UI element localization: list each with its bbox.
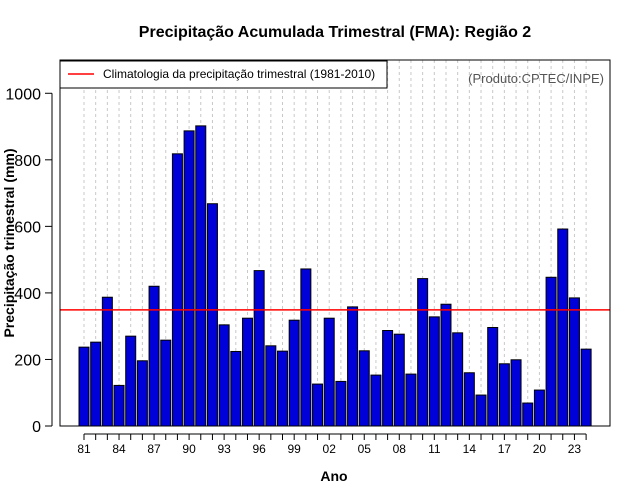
bar-2000 bbox=[300, 268, 312, 427]
bars bbox=[78, 125, 592, 427]
x-tick-label-1981: 81 bbox=[77, 442, 91, 456]
legend-climatology-label: Climatologia da precipitação trimestral … bbox=[103, 67, 375, 81]
bar-2010 bbox=[417, 278, 429, 427]
bar-2003 bbox=[335, 380, 347, 427]
x-tick-label-2011: 11 bbox=[428, 442, 441, 456]
bar-2006 bbox=[370, 374, 382, 427]
bar-1996 bbox=[253, 270, 265, 427]
x-tick-label-1987: 87 bbox=[147, 442, 161, 456]
bar-2014 bbox=[463, 372, 475, 427]
x-tick-label-2017: 17 bbox=[498, 442, 512, 456]
product-credit: (Produto:CPTEC/INPE) bbox=[468, 71, 604, 86]
bar-1988 bbox=[160, 339, 172, 427]
bar-2008 bbox=[393, 333, 405, 427]
bar-1984 bbox=[113, 384, 125, 427]
x-tick-label-2020: 20 bbox=[533, 442, 547, 456]
bar-1986 bbox=[136, 360, 148, 427]
bar-2005 bbox=[358, 350, 370, 427]
bar-1992 bbox=[206, 203, 218, 427]
bar-2016 bbox=[487, 327, 499, 427]
x-axis-title: Ano bbox=[320, 468, 347, 484]
y-tick-label-200: 200 bbox=[14, 352, 41, 369]
x-tick-label-1999: 99 bbox=[288, 442, 302, 456]
y-tick-label-1000: 1000 bbox=[5, 86, 41, 103]
y-tick-label-0: 0 bbox=[32, 419, 41, 436]
bar-2011 bbox=[428, 316, 440, 427]
bar-1987 bbox=[148, 285, 160, 427]
bar-2007 bbox=[382, 330, 394, 427]
bar-1985 bbox=[125, 335, 137, 427]
bar-2019 bbox=[522, 402, 534, 427]
x-tick-label-2023: 23 bbox=[568, 442, 582, 456]
bar-2021 bbox=[545, 276, 557, 427]
y-axis-title: Precipitação trimestral (mm) bbox=[1, 148, 17, 337]
plot-frame bbox=[59, 59, 611, 427]
bar-1989 bbox=[171, 153, 183, 427]
bar-2012 bbox=[440, 303, 452, 427]
x-tick-label-2014: 14 bbox=[463, 442, 477, 456]
bar-1981 bbox=[78, 346, 90, 427]
bar-1999 bbox=[288, 319, 300, 427]
bar-2023 bbox=[568, 297, 580, 427]
bar-2015 bbox=[475, 394, 487, 427]
bar-2022 bbox=[557, 228, 569, 427]
bar-2004 bbox=[347, 306, 359, 427]
x-tick-label-2002: 02 bbox=[323, 442, 337, 456]
bar-2013 bbox=[452, 332, 464, 427]
bar-1990 bbox=[183, 130, 195, 427]
bar-1991 bbox=[195, 125, 207, 427]
legend-box bbox=[59, 60, 388, 89]
bar-1983 bbox=[101, 296, 113, 427]
y-tick-label-800: 800 bbox=[14, 153, 41, 170]
x-tick-label-1990: 90 bbox=[182, 442, 196, 456]
bar-1982 bbox=[90, 341, 102, 427]
bar-2001 bbox=[312, 383, 324, 427]
bar-2024 bbox=[580, 348, 592, 427]
x-tick-label-1993: 93 bbox=[217, 442, 231, 456]
legend: Climatologia da precipitação trimestral … bbox=[59, 60, 388, 89]
bar-1993 bbox=[218, 324, 230, 427]
bar-1998 bbox=[277, 350, 289, 427]
bar-1997 bbox=[265, 345, 277, 427]
x-tick-label-2005: 05 bbox=[358, 442, 372, 456]
y-tick-label-400: 400 bbox=[14, 286, 41, 303]
bar-2017 bbox=[498, 363, 510, 427]
bar-2009 bbox=[405, 373, 417, 427]
bar-1994 bbox=[230, 350, 242, 427]
bar-2002 bbox=[323, 317, 335, 427]
bar-2020 bbox=[533, 389, 545, 427]
x-tick-label-1984: 84 bbox=[112, 442, 126, 456]
y-tick-label-600: 600 bbox=[14, 219, 41, 236]
bar-1995 bbox=[241, 317, 253, 427]
x-tick-label-2008: 08 bbox=[393, 442, 407, 456]
chart-title: Precipitação Acumulada Trimestral (FMA):… bbox=[139, 24, 532, 41]
bar-2018 bbox=[510, 359, 522, 427]
x-axis: 81 84 87 90 93 96 99 02 05 08 11 14 17 20 23 bbox=[77, 433, 587, 456]
vertical-gridlines bbox=[83, 60, 587, 426]
x-tick-label-1996: 96 bbox=[252, 442, 266, 456]
y-axis: 0 200 400 600 800 1000 bbox=[5, 86, 53, 436]
